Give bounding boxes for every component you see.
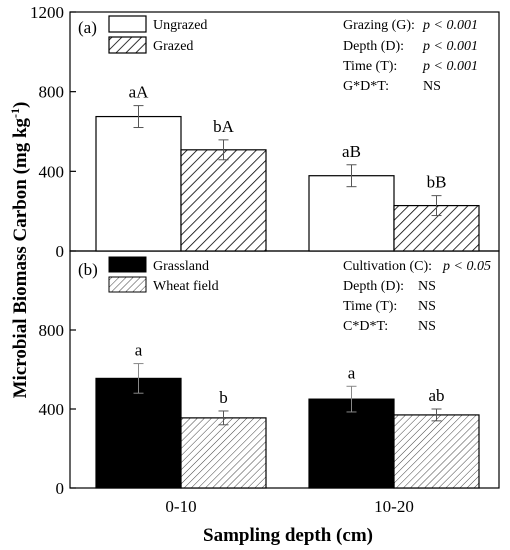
significance-label: b [219, 388, 228, 407]
significance-label: aB [342, 142, 361, 161]
significance-label: bA [213, 117, 235, 136]
y-tick-label: 1200 [30, 3, 64, 22]
significance-label: a [135, 341, 143, 360]
x-tick-label: 0-10 [165, 497, 196, 516]
stat-value: p < 0.001 [422, 18, 478, 33]
stat-value: NS [418, 299, 436, 314]
y-tick-label: 800 [39, 321, 65, 340]
legend-swatch-grassland [108, 256, 147, 273]
stat-value: p < 0.001 [422, 39, 478, 54]
stats-panel-b: Cultivation (C): p < 0.05 Depth (D): NS … [343, 259, 491, 334]
panel-b-frame [69, 250, 500, 489]
legend-swatch-ungrazed [108, 15, 147, 33]
panel-b-label: (b) [78, 260, 98, 279]
y-axis-title: Microbial Biomass Carbon (mg kg-1) [8, 102, 31, 399]
bar [180, 149, 267, 252]
stat-value: p < 0.05 [442, 259, 491, 274]
stat-term: Grazing (G): [343, 18, 415, 33]
bar [95, 115, 182, 252]
stat-value: NS [423, 79, 441, 94]
bar [393, 414, 480, 489]
stat-term: Time (T): [343, 59, 397, 74]
bar [180, 417, 267, 489]
stat-term: C*D*T: [343, 319, 388, 334]
legend-label-grassland: Grassland [153, 259, 209, 274]
stat-term: Depth (D): [343, 279, 404, 294]
bar [393, 204, 480, 252]
stat-term: Time (T): [343, 299, 397, 314]
x-tick-label: 10-20 [374, 497, 414, 516]
bar [95, 377, 182, 489]
y-tick-label: 800 [39, 83, 65, 102]
significance-label: ab [428, 386, 444, 405]
significance-label: aA [129, 83, 150, 102]
y-axis-title-superscript: -1 [8, 108, 22, 118]
legend-swatch-grazed [108, 36, 147, 54]
stats-panel-a: Grazing (G): p < 0.001 Depth (D): p < 0.… [343, 18, 478, 94]
legend-label-grazed: Grazed [153, 39, 193, 54]
legend-label-wheat-field: Wheat field [153, 279, 219, 294]
y-axis-title-main: Microbial Biomass Carbon (mg kg [10, 117, 31, 398]
bar [308, 175, 395, 252]
y-tick-label: 0 [56, 242, 65, 261]
x-axis-title: Sampling depth (cm) [203, 525, 373, 546]
stat-value: p < 0.001 [422, 59, 478, 74]
stat-term: Cultivation (C): [343, 259, 432, 274]
y-axis-title-close: ) [10, 102, 31, 108]
legend-swatch-wheat-field [108, 276, 147, 293]
legend-label-ungrazed: Ungrazed [153, 18, 207, 33]
significance-label: bB [427, 173, 447, 192]
y-tick-label: 0 [56, 479, 65, 498]
bar [308, 398, 395, 489]
stat-term: Depth (D): [343, 39, 404, 54]
panel-a-label: (a) [78, 18, 97, 37]
significance-label: a [348, 363, 356, 382]
stat-term: G*D*T: [343, 79, 389, 94]
stat-value: NS [418, 319, 436, 334]
y-tick-label: 400 [39, 162, 65, 181]
stat-value: NS [418, 279, 436, 294]
y-tick-label: 400 [39, 400, 65, 419]
